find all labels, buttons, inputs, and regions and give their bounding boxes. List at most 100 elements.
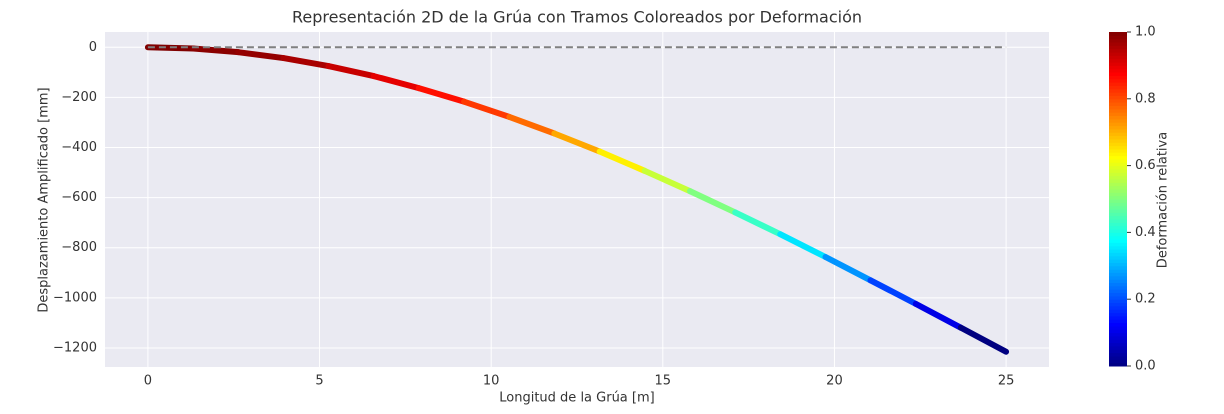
colorbar-band	[1109, 359, 1127, 364]
colorbar-band	[1109, 235, 1127, 240]
colorbar-band	[1109, 78, 1127, 83]
colorbar-band	[1109, 122, 1127, 127]
colorbar-band	[1109, 255, 1127, 260]
colorbar-band	[1109, 349, 1127, 354]
colorbar-tick-label: 0.4	[1135, 225, 1156, 240]
colorbar-band	[1109, 142, 1127, 147]
y-tick-label: 0	[89, 40, 97, 55]
curve-segment	[235, 49, 287, 62]
colorbar-band	[1109, 362, 1127, 367]
colorbar-band	[1109, 239, 1127, 243]
colorbar-label: Deformación relativa	[1156, 132, 1171, 268]
colorbar-band	[1109, 329, 1127, 334]
colorbar-band	[1109, 178, 1127, 183]
chart-title: Representación 2D de la Grúa con Tramos …	[292, 8, 862, 27]
colorbar-tick-label: 0.6	[1135, 158, 1156, 173]
colorbar-band	[1109, 148, 1127, 153]
colorbar-band	[1109, 65, 1127, 70]
curve-segment	[867, 277, 919, 307]
y-tick-label: −1200	[53, 340, 97, 355]
colorbar-band	[1109, 312, 1127, 317]
colorbar-band	[1109, 222, 1127, 227]
colorbar-band	[1109, 38, 1127, 43]
curve-segment	[686, 188, 739, 216]
colorbar-band	[1109, 105, 1127, 110]
colorbar-band	[1109, 245, 1127, 250]
colorbar-band	[1109, 185, 1127, 190]
colorbar-band	[1109, 332, 1127, 337]
curve-segment	[732, 209, 784, 238]
curve-segment	[912, 300, 964, 331]
colorbar-band	[1109, 339, 1127, 344]
colorbar-band	[1109, 108, 1127, 113]
y-tick-label: −600	[61, 190, 97, 205]
x-tick-label: 15	[655, 374, 672, 389]
colorbar-band	[1109, 299, 1127, 304]
colorbar-band	[1109, 125, 1127, 130]
colorbar-band	[1109, 229, 1127, 233]
colorbar-band	[1109, 219, 1127, 223]
colorbar-tick-label: 0.0	[1135, 359, 1156, 374]
colorbar-band	[1109, 202, 1127, 207]
colorbar-band	[1109, 279, 1127, 283]
colorbar-tick-label: 0.2	[1135, 292, 1156, 307]
y-axis-label: Desplazamiento Amplificado [mm]	[37, 87, 52, 312]
colorbar-band	[1109, 355, 1127, 360]
curve-segment	[506, 113, 558, 137]
curve-segment	[596, 148, 648, 174]
colorbar-band	[1109, 82, 1127, 86]
colorbar-band	[1109, 275, 1127, 280]
colorbar-band	[1109, 85, 1127, 90]
colorbar-band	[1109, 242, 1127, 247]
colorbar-tick-label: 1.0	[1135, 25, 1156, 40]
colorbar-band	[1109, 352, 1127, 357]
curve-segment	[415, 85, 468, 105]
colorbar-band	[1109, 225, 1127, 230]
colorbar-band	[1109, 345, 1127, 350]
y-tick-label: −400	[61, 140, 97, 155]
colorbar-band	[1109, 205, 1127, 210]
colorbar-band	[1109, 52, 1127, 56]
colorbar-band	[1109, 48, 1127, 53]
colorbar-band	[1109, 262, 1127, 267]
colorbar-band	[1109, 265, 1127, 270]
colorbar-band	[1109, 162, 1127, 167]
colorbar-band	[1109, 302, 1127, 307]
colorbar-band	[1109, 88, 1127, 93]
colorbar-band	[1109, 335, 1127, 340]
colorbar-band	[1109, 128, 1127, 133]
colorbar-band	[1109, 199, 1127, 203]
x-tick-label: 5	[315, 374, 323, 389]
colorbar-band	[1109, 75, 1127, 80]
colorbar-band	[1109, 158, 1127, 163]
y-tick-label: −1000	[53, 290, 97, 305]
colorbar-band	[1109, 259, 1127, 263]
curve-segment	[957, 324, 1010, 355]
colorbar-band	[1109, 192, 1127, 197]
curve-segment	[551, 130, 603, 155]
colorbar-band	[1109, 35, 1127, 40]
colorbar-band	[1109, 55, 1127, 60]
colorbar-band	[1109, 135, 1127, 140]
curve-segment	[280, 55, 332, 70]
colorbar-band	[1109, 58, 1127, 63]
colorbar	[1109, 32, 1127, 367]
colorbar-tick-label: 0.8	[1135, 91, 1156, 106]
x-axis-label: Longitud de la Grúa [m]	[499, 391, 654, 406]
colorbar-band	[1109, 155, 1127, 160]
x-tick-label: 0	[144, 374, 152, 389]
x-tick-label: 10	[483, 374, 500, 389]
colorbar-band	[1109, 168, 1127, 173]
colorbar-band	[1109, 172, 1127, 177]
curve-segment	[190, 45, 242, 56]
colorbar-band	[1109, 342, 1127, 347]
colorbar-band	[1109, 62, 1127, 66]
colorbar-band	[1109, 282, 1127, 287]
curve-segment	[822, 254, 874, 284]
colorbar-band	[1109, 132, 1127, 137]
colorbar-band	[1109, 102, 1127, 106]
colorbar-band	[1109, 295, 1127, 300]
y-tick-label: −800	[61, 240, 97, 255]
colorbar-band	[1109, 285, 1127, 290]
